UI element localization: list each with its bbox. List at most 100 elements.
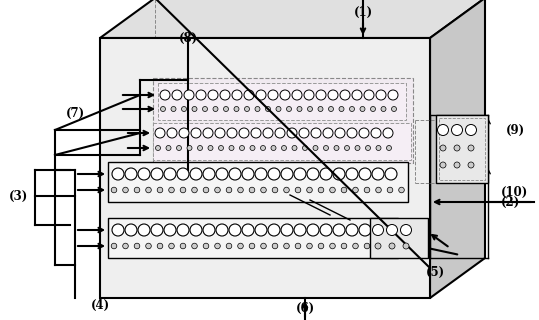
- Bar: [108, 218, 398, 258]
- Circle shape: [372, 225, 384, 236]
- Circle shape: [203, 224, 215, 236]
- Circle shape: [250, 146, 255, 150]
- Circle shape: [386, 146, 391, 150]
- Text: (10): (10): [501, 186, 529, 198]
- Circle shape: [182, 107, 186, 111]
- Circle shape: [371, 128, 381, 138]
- Circle shape: [251, 128, 261, 138]
- Circle shape: [177, 224, 189, 236]
- Circle shape: [196, 90, 206, 100]
- Circle shape: [111, 243, 117, 249]
- Circle shape: [284, 243, 289, 249]
- Circle shape: [184, 90, 194, 100]
- Circle shape: [125, 168, 137, 180]
- Circle shape: [307, 187, 312, 193]
- Circle shape: [370, 107, 376, 111]
- Circle shape: [255, 107, 260, 111]
- Circle shape: [234, 107, 239, 111]
- Circle shape: [320, 168, 332, 180]
- Circle shape: [295, 187, 301, 193]
- Circle shape: [123, 187, 128, 193]
- Circle shape: [134, 187, 140, 193]
- Circle shape: [112, 168, 124, 180]
- Circle shape: [281, 224, 293, 236]
- Circle shape: [376, 90, 386, 100]
- Circle shape: [216, 168, 228, 180]
- Circle shape: [203, 243, 209, 249]
- Circle shape: [242, 224, 254, 236]
- Circle shape: [318, 187, 324, 193]
- Circle shape: [218, 146, 224, 150]
- Circle shape: [213, 107, 218, 111]
- Circle shape: [138, 224, 150, 236]
- Circle shape: [275, 128, 285, 138]
- Circle shape: [180, 187, 186, 193]
- Circle shape: [330, 187, 335, 193]
- Circle shape: [172, 90, 182, 100]
- Circle shape: [341, 187, 347, 193]
- Circle shape: [215, 187, 220, 193]
- Circle shape: [355, 146, 360, 150]
- Circle shape: [385, 168, 397, 180]
- Circle shape: [161, 107, 165, 111]
- Text: (3): (3): [9, 189, 27, 203]
- Text: (4): (4): [91, 299, 109, 311]
- Circle shape: [229, 224, 241, 236]
- Circle shape: [388, 90, 398, 100]
- Circle shape: [360, 107, 365, 111]
- Circle shape: [261, 187, 266, 193]
- Circle shape: [261, 243, 266, 249]
- Circle shape: [125, 224, 137, 236]
- Text: (9): (9): [506, 124, 524, 137]
- Circle shape: [215, 128, 225, 138]
- Circle shape: [187, 146, 192, 150]
- Circle shape: [353, 187, 358, 193]
- Circle shape: [276, 107, 281, 111]
- Circle shape: [359, 128, 369, 138]
- Circle shape: [386, 225, 397, 236]
- Circle shape: [328, 107, 334, 111]
- Circle shape: [203, 168, 215, 180]
- Circle shape: [359, 168, 371, 180]
- Circle shape: [215, 243, 220, 249]
- Circle shape: [271, 146, 276, 150]
- Circle shape: [383, 128, 393, 138]
- Circle shape: [399, 187, 404, 193]
- Circle shape: [203, 128, 213, 138]
- Circle shape: [192, 243, 197, 249]
- Circle shape: [256, 90, 266, 100]
- Circle shape: [346, 224, 358, 236]
- Circle shape: [403, 243, 409, 249]
- Circle shape: [191, 128, 201, 138]
- Circle shape: [320, 224, 332, 236]
- Circle shape: [268, 168, 280, 180]
- Circle shape: [323, 146, 328, 150]
- Circle shape: [294, 168, 306, 180]
- Circle shape: [281, 168, 293, 180]
- Circle shape: [232, 90, 242, 100]
- Circle shape: [229, 168, 241, 180]
- Circle shape: [454, 162, 460, 168]
- Circle shape: [179, 128, 189, 138]
- Circle shape: [123, 243, 128, 249]
- Bar: [100, 38, 430, 298]
- Text: (6): (6): [295, 301, 315, 315]
- Circle shape: [440, 162, 446, 168]
- Circle shape: [203, 187, 209, 193]
- Text: (1): (1): [354, 5, 372, 19]
- Circle shape: [438, 124, 448, 135]
- Circle shape: [308, 107, 313, 111]
- Circle shape: [244, 90, 254, 100]
- Circle shape: [318, 107, 323, 111]
- Circle shape: [391, 107, 397, 111]
- Polygon shape: [100, 0, 485, 38]
- Circle shape: [197, 146, 203, 150]
- Circle shape: [239, 146, 245, 150]
- Circle shape: [169, 243, 174, 249]
- Circle shape: [249, 243, 255, 249]
- Circle shape: [387, 187, 393, 193]
- Circle shape: [440, 145, 446, 151]
- Circle shape: [164, 224, 176, 236]
- Circle shape: [155, 128, 165, 138]
- Circle shape: [376, 243, 381, 249]
